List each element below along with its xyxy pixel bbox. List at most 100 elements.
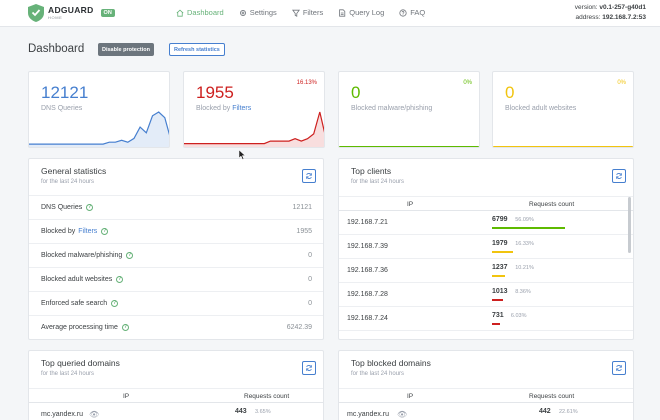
client-ip: 192.168.7.24 — [347, 315, 388, 322]
client-ip: 192.168.7.28 — [347, 291, 388, 298]
scrollbar[interactable] — [628, 197, 631, 253]
column-header-ip[interactable]: IP — [407, 201, 414, 208]
table-row[interactable]: 192.168.7.39 1979 16.33% — [339, 235, 633, 259]
refresh-button[interactable] — [612, 169, 626, 183]
help-icon[interactable]: ? — [126, 252, 134, 259]
filters-link[interactable]: Filters — [78, 228, 98, 235]
eye-icon[interactable]: 👁 — [89, 410, 100, 419]
table-row[interactable]: mc.yandex.ru 👁 443 3.65% — [29, 403, 323, 420]
nav-dashboard[interactable]: Dashboard — [176, 8, 224, 17]
general-statistics-panel: General statistics for the last 24 hours… — [28, 158, 324, 340]
row-label: DNS Queries — [41, 204, 83, 211]
panel-title: Top queried domains — [41, 358, 120, 368]
nav-faq[interactable]: FAQ — [399, 8, 425, 17]
panel-subtitle: for the last 24 hours — [351, 179, 405, 185]
help-icon[interactable]: ? — [121, 324, 129, 331]
help-icon[interactable]: ? — [111, 300, 119, 307]
stat-label: Blocked malware/phishing — [351, 105, 433, 112]
request-count: 1979 — [492, 240, 508, 247]
stat-baseline — [493, 145, 633, 147]
table-row[interactable]: 192.168.7.28 1013 8.36% — [339, 283, 633, 307]
client-ip: 192.168.7.36 — [347, 267, 388, 274]
stat-card-adult: 0 Blocked adult websites 0% — [492, 71, 634, 148]
logo[interactable]: ADGUARD HOME ON — [28, 4, 115, 22]
sparkline-area — [29, 112, 169, 147]
refresh-button[interactable] — [302, 361, 316, 375]
stat-row-safe-search: Enforced safe search? 0 — [29, 291, 323, 315]
domain-name: mc.yandex.ru — [347, 411, 390, 418]
table-header: IP Requests count — [29, 388, 323, 403]
request-count: 442 — [539, 408, 551, 415]
stat-row-processing-time: Average processing time? 6242.39 — [29, 315, 323, 339]
document-icon — [339, 8, 346, 17]
refresh-icon — [306, 173, 312, 179]
request-percent: 22.61% — [559, 409, 578, 415]
eye-icon[interactable]: 👁 — [397, 410, 408, 419]
table-row[interactable]: 192.168.7.24 731 6.03% — [339, 307, 633, 331]
filters-link[interactable]: Filters — [232, 105, 252, 112]
request-percent: 16.33% — [515, 241, 534, 247]
table-row[interactable]: mc.yandex.ru 👁 442 22.61% — [339, 403, 633, 420]
stat-card-malware: 0 Blocked malware/phishing 0% — [338, 71, 480, 148]
row-label: Blocked by — [41, 228, 76, 235]
nav-settings[interactable]: Settings — [239, 8, 277, 17]
protection-status-badge: ON — [100, 9, 115, 17]
brand-name: ADGUARD — [48, 5, 94, 16]
row-label: Blocked adult websites — [41, 276, 113, 283]
stat-label: Blocked adult websites — [505, 105, 577, 112]
column-header-ip[interactable]: IP — [123, 393, 130, 400]
request-bar — [492, 323, 500, 325]
sparkline-line — [184, 111, 324, 145]
request-percent: 8.36% — [515, 289, 531, 295]
help-icon — [399, 8, 407, 17]
stat-row-malware: Blocked malware/phishing? 0 — [29, 243, 323, 267]
help-icon[interactable]: ? — [116, 276, 124, 283]
mouse-cursor-icon — [239, 150, 246, 160]
row-label: Blocked malware/phishing — [41, 252, 123, 259]
panel-subtitle: for the last 24 hours — [41, 371, 95, 377]
panel-subtitle: for the last 24 hours — [351, 371, 405, 377]
table-row[interactable]: 192.168.7.21 6799 56.09% — [339, 211, 633, 235]
column-header-requests[interactable]: Requests count — [529, 393, 575, 400]
nav-faq-label: FAQ — [410, 8, 426, 17]
nav-filters[interactable]: Filters — [291, 8, 323, 17]
nav-settings-label: Settings — [249, 8, 277, 17]
request-count: 1237 — [492, 264, 508, 271]
stat-value: 0 — [351, 83, 361, 102]
disable-protection-button[interactable]: Disable protection — [98, 43, 154, 56]
sparkline-line — [29, 111, 169, 145]
refresh-icon — [616, 365, 622, 371]
panel-subtitle: for the last 24 hours — [41, 179, 95, 185]
request-bar — [492, 299, 503, 301]
stat-percent: 0% — [463, 80, 472, 86]
request-bar — [492, 251, 514, 253]
column-header-requests[interactable]: Requests count — [529, 201, 575, 208]
request-bar — [492, 275, 506, 277]
refresh-button[interactable] — [302, 169, 316, 183]
stat-row-dns-queries: DNS Queries? 12121 — [29, 195, 323, 219]
help-icon[interactable]: ? — [86, 204, 94, 211]
column-header-ip[interactable]: IP — [407, 393, 414, 400]
refresh-icon — [306, 365, 312, 371]
help-icon[interactable]: ? — [101, 228, 109, 235]
refresh-icon — [616, 173, 622, 179]
request-count: 443 — [235, 408, 247, 415]
nav-query-log[interactable]: Query Log — [338, 8, 384, 17]
row-value: 0 — [308, 300, 312, 307]
refresh-statistics-button[interactable]: Refresh statistics — [169, 43, 225, 56]
gear-icon — [239, 9, 246, 16]
domain-name: mc.yandex.ru — [41, 411, 84, 418]
request-count: 1013 — [492, 288, 508, 295]
top-clients-panel: Top clients for the last 24 hours IP Req… — [338, 158, 634, 340]
version-value: v0.1-257-g40d1 — [599, 4, 646, 11]
row-value: 12121 — [292, 204, 312, 211]
stat-percent: 16.13% — [296, 80, 317, 86]
refresh-button[interactable] — [612, 361, 626, 375]
table-row[interactable]: 192.168.7.36 1237 10.21% — [339, 259, 633, 283]
stat-label-text: DNS Queries — [41, 105, 83, 112]
request-bar — [492, 227, 565, 229]
stat-label: Blocked by Filters — [196, 105, 251, 112]
brand-sub: HOME — [48, 14, 63, 20]
row-value: 0 — [308, 276, 312, 283]
column-header-requests[interactable]: Requests count — [244, 393, 290, 400]
